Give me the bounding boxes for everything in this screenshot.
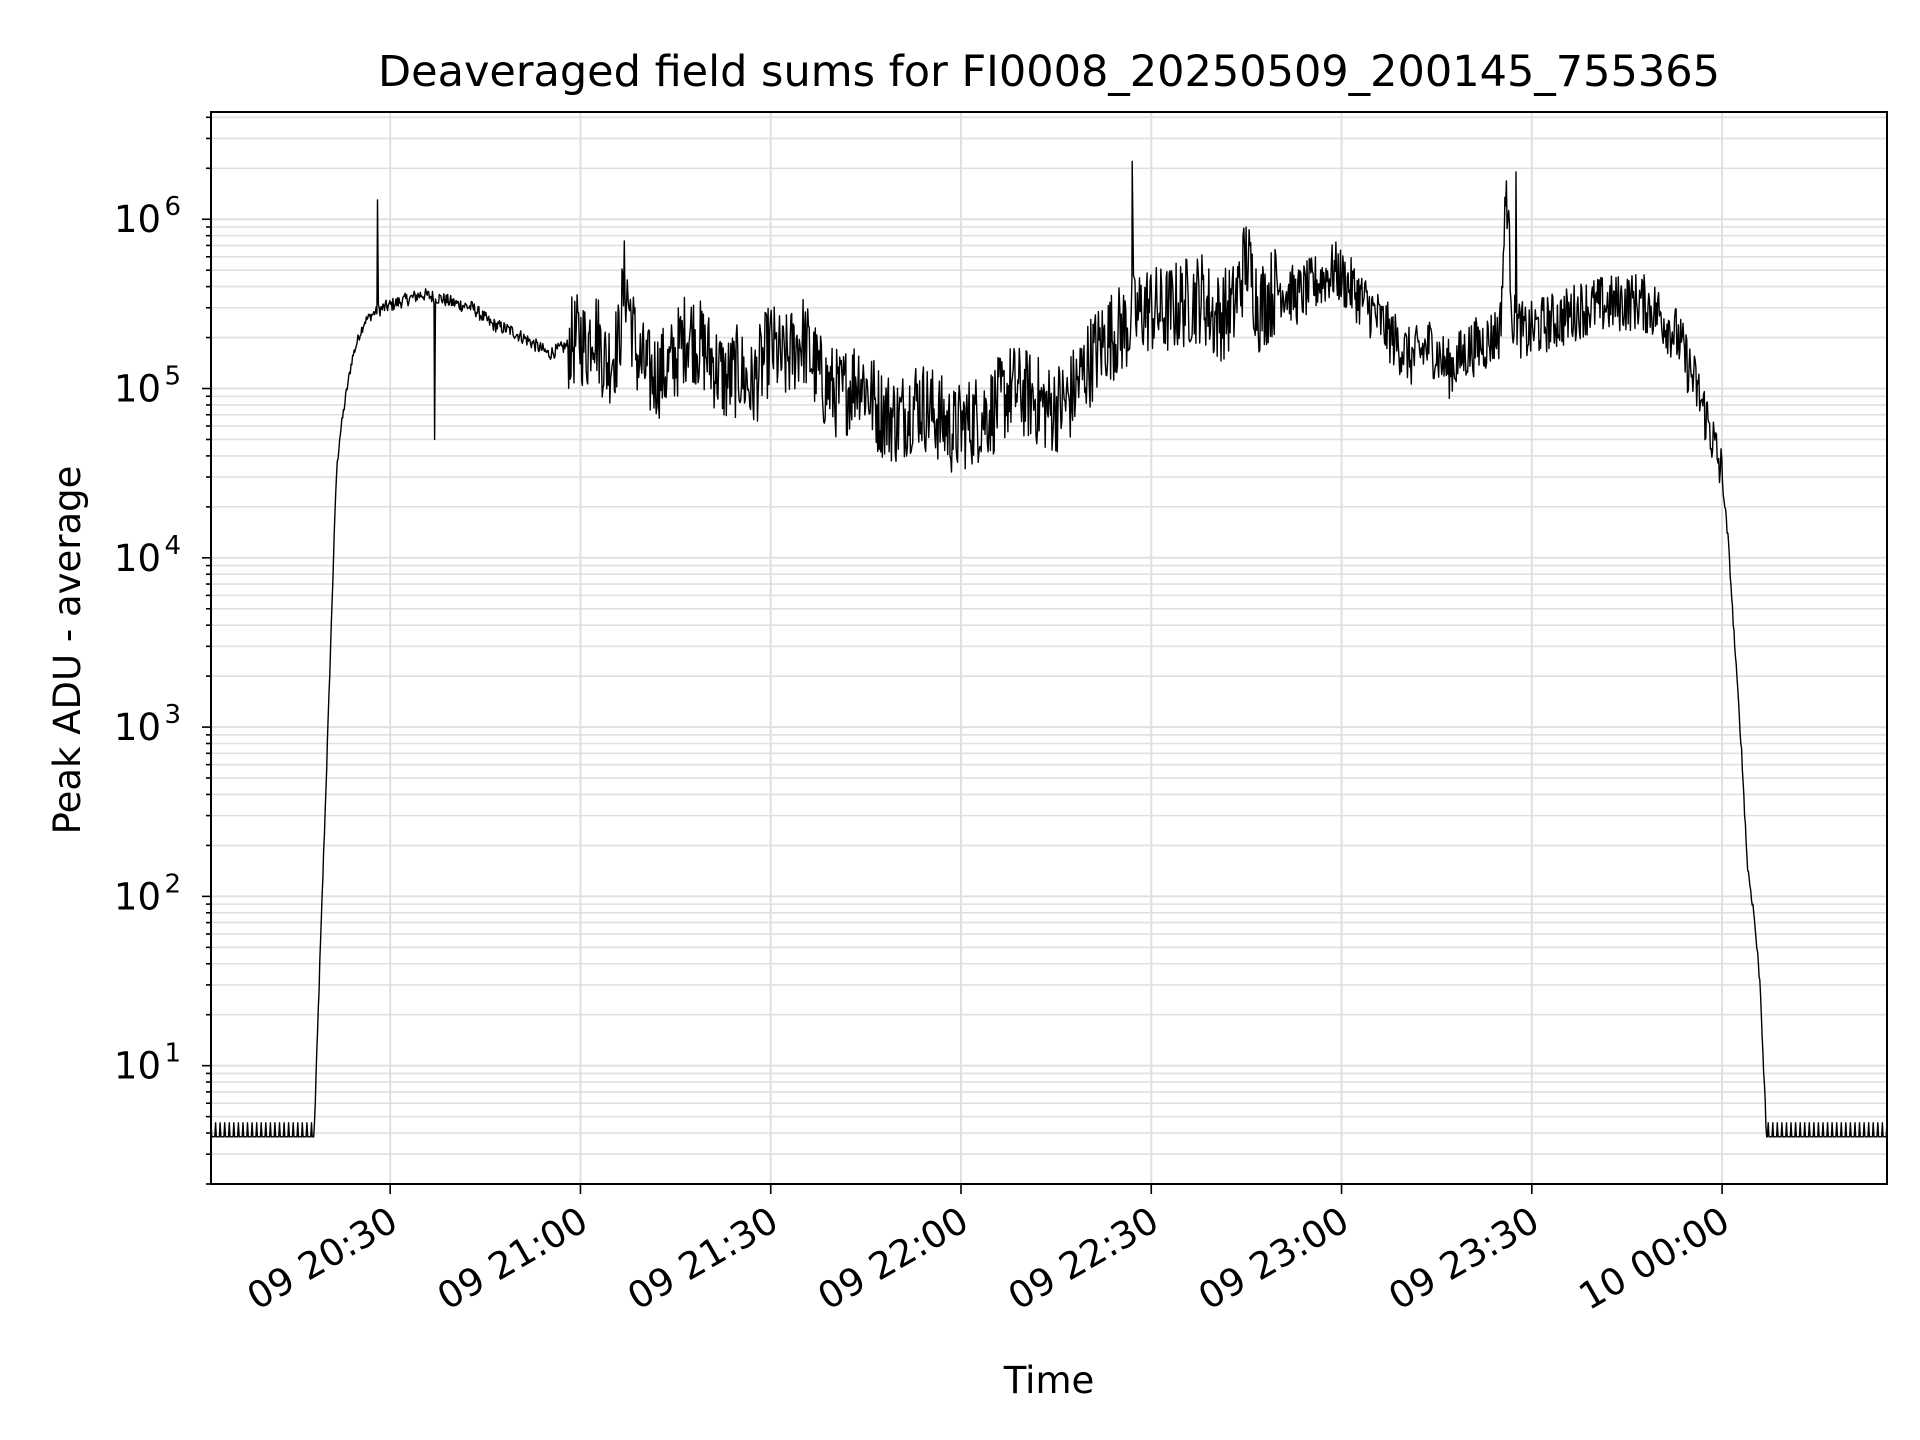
x-tick-label: 09 23:00 bbox=[1191, 1199, 1356, 1319]
series-line bbox=[210, 160, 1888, 1138]
y-tick-label: 10 bbox=[114, 1045, 161, 1088]
y-tick-label: 10 bbox=[114, 368, 161, 411]
y-tick-label: 10 bbox=[114, 537, 161, 580]
y-tick-exponent: 3 bbox=[164, 700, 181, 730]
data-series bbox=[210, 160, 1888, 1138]
y-tick-exponent: 4 bbox=[164, 531, 181, 561]
x-tick-label: 09 21:30 bbox=[620, 1199, 785, 1319]
x-tick-label: 10 00:00 bbox=[1572, 1199, 1737, 1319]
x-axis-label: Time bbox=[1003, 1359, 1095, 1402]
x-tick-label: 09 22:00 bbox=[811, 1199, 976, 1319]
x-axis: 09 20:30 09 21:00 09 21:30 09 22:00 09 22:30… bbox=[240, 1184, 1737, 1319]
chart-title: Deaveraged field sums for FI0008_2025050… bbox=[378, 47, 1720, 97]
y-tick-label: 10 bbox=[114, 198, 161, 241]
y-tick-label: 10 bbox=[114, 875, 161, 918]
y-tick-exponent: 6 bbox=[164, 192, 181, 222]
x-tick-label: 09 22:30 bbox=[1001, 1199, 1166, 1319]
x-tick-label: 09 20:30 bbox=[240, 1199, 405, 1319]
y-tick-exponent: 1 bbox=[164, 1039, 181, 1069]
y-tick-label: 10 bbox=[114, 706, 161, 749]
plot-background bbox=[211, 112, 1887, 1184]
y-tick-exponent: 2 bbox=[164, 869, 181, 899]
y-tick-exponent: 5 bbox=[164, 362, 181, 392]
x-tick-label: 09 23:30 bbox=[1382, 1199, 1547, 1319]
y-axis-label: Peak ADU - average bbox=[46, 466, 89, 835]
x-tick-label: 09 21:00 bbox=[430, 1199, 595, 1319]
plot-frame bbox=[210, 111, 1888, 1185]
